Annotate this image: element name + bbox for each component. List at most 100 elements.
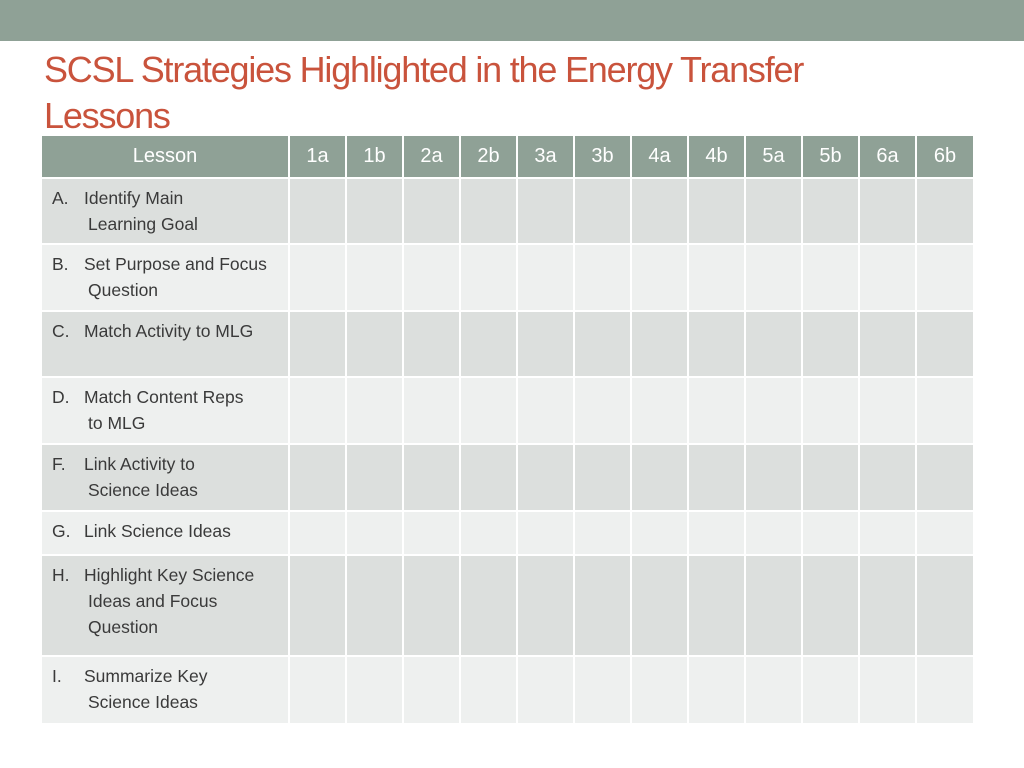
lesson-cell-5a: [744, 310, 802, 377]
strategy-cell: A. Identify Main Learning Goal: [42, 177, 289, 244]
lesson-cell-2b: [459, 376, 517, 444]
lesson-cell-1b: [345, 443, 403, 511]
lesson-cell-5a: [744, 243, 802, 311]
lesson-cell-4a: [630, 310, 688, 377]
strategy-label-line: Ideas and Focus: [88, 591, 218, 611]
lesson-cell-5a: [744, 376, 802, 444]
strategies-table: Lesson 1a 1b 2a 2b 3a 3b 4a 4b 5a 5b 6a …: [42, 136, 973, 723]
header-column: 3b: [573, 136, 631, 178]
lesson-cell-5a: [744, 554, 802, 656]
lesson-cell-2b: [459, 177, 517, 244]
strategy-label-line: Question: [88, 617, 159, 637]
lesson-cell-5b: [801, 376, 859, 444]
lesson-cell-3a: [516, 243, 574, 311]
slide-title-line-1: SCSL Strategies Highlighted in the Energ…: [44, 49, 804, 90]
strategy-label-line: Match Activity to MLG: [84, 321, 254, 341]
lesson-cell-4b: [687, 177, 745, 244]
lesson-cell-6b: [915, 177, 973, 244]
header-column: 2b: [459, 136, 517, 178]
lesson-cell-6a: [858, 177, 916, 244]
lesson-cell-6b: [915, 655, 973, 723]
strategy-label-line: Question: [88, 280, 159, 300]
strategy-label: Match Activity to MLG: [84, 318, 282, 344]
lesson-cell-5b: [801, 443, 859, 511]
table-row: A. Identify Main Learning Goal: [42, 177, 973, 244]
lesson-cell-1a: [288, 655, 346, 723]
header-column: 1a: [288, 136, 346, 178]
lesson-cell-4a: [630, 243, 688, 311]
strategy-label-line: Link Activity to: [84, 454, 195, 474]
lesson-cell-2a: [402, 376, 460, 444]
strategy-label: Link Activity to Science Ideas: [84, 451, 282, 503]
lesson-cell-6a: [858, 376, 916, 444]
header-column: 5a: [744, 136, 802, 178]
lesson-cell-3b: [573, 376, 631, 444]
lesson-cell-1b: [345, 376, 403, 444]
lesson-cell-3b: [573, 554, 631, 656]
lesson-cell-1b: [345, 554, 403, 656]
table-header-row: Lesson 1a 1b 2a 2b 3a 3b 4a 4b 5a 5b 6a …: [42, 136, 973, 178]
lesson-cell-4b: [687, 443, 745, 511]
strategy-cell: F. Link Activity to Science Ideas: [42, 443, 289, 511]
lesson-cell-4b: [687, 655, 745, 723]
table-row: B. Set Purpose and Focus Question: [42, 243, 973, 311]
table-row: F. Link Activity to Science Ideas: [42, 443, 973, 511]
header-column: 2a: [402, 136, 460, 178]
lesson-cell-4b: [687, 554, 745, 656]
lesson-cell-2a: [402, 510, 460, 555]
lesson-cell-5b: [801, 554, 859, 656]
strategy-label: Set Purpose and Focus Question: [84, 251, 282, 303]
lesson-cell-5b: [801, 177, 859, 244]
lesson-cell-6a: [858, 554, 916, 656]
lesson-cell-4b: [687, 310, 745, 377]
strategy-label-line: Link Science Ideas: [84, 521, 231, 541]
lesson-cell-5a: [744, 177, 802, 244]
lesson-cell-2a: [402, 554, 460, 656]
lesson-cell-3b: [573, 655, 631, 723]
strategy-letter: B.: [52, 254, 69, 274]
lesson-cell-5b: [801, 655, 859, 723]
lesson-cell-3b: [573, 243, 631, 311]
lesson-cell-2a: [402, 177, 460, 244]
lesson-cell-6a: [858, 443, 916, 511]
strategy-cell: C. Match Activity to MLG: [42, 310, 289, 377]
lesson-cell-4a: [630, 443, 688, 511]
strategy-label-line: Identify Main: [84, 188, 184, 208]
strategy-letter: I.: [52, 666, 62, 686]
lesson-cell-5b: [801, 243, 859, 311]
lesson-cell-6b: [915, 310, 973, 377]
header-column: 6b: [915, 136, 973, 178]
header-column: 5b: [801, 136, 859, 178]
lesson-cell-1a: [288, 243, 346, 311]
table-row: H. Highlight Key Science Ideas and Focus Qu…: [42, 554, 973, 656]
table-row: I. Summarize Key Science Ideas: [42, 655, 973, 723]
lesson-cell-4b: [687, 510, 745, 555]
header-column: 1b: [345, 136, 403, 178]
strategy-cell: G. Link Science Ideas: [42, 510, 289, 555]
lesson-cell-3a: [516, 554, 574, 656]
lesson-cell-1a: [288, 443, 346, 511]
lesson-cell-4a: [630, 510, 688, 555]
lesson-cell-6a: [858, 310, 916, 377]
header-lesson: Lesson: [42, 136, 289, 178]
lesson-cell-2b: [459, 554, 517, 656]
lesson-cell-1a: [288, 310, 346, 377]
header-column: 6a: [858, 136, 916, 178]
header-column: 4a: [630, 136, 688, 178]
lesson-cell-1a: [288, 376, 346, 444]
strategy-label-line: Highlight Key Science: [84, 565, 255, 585]
lesson-cell-6a: [858, 510, 916, 555]
lesson-cell-5a: [744, 655, 802, 723]
lesson-cell-4a: [630, 376, 688, 444]
strategy-cell: I. Summarize Key Science Ideas: [42, 655, 289, 723]
lesson-cell-2b: [459, 510, 517, 555]
lesson-cell-5b: [801, 310, 859, 377]
lesson-cell-1b: [345, 510, 403, 555]
strategy-label-line: Match Content Reps: [84, 387, 244, 407]
lesson-cell-6b: [915, 376, 973, 444]
lesson-cell-1b: [345, 310, 403, 377]
lesson-cell-6a: [858, 243, 916, 311]
lesson-cell-3b: [573, 177, 631, 244]
lesson-cell-5a: [744, 443, 802, 511]
strategy-cell: H. Highlight Key Science Ideas and Focus Qu…: [42, 554, 289, 656]
